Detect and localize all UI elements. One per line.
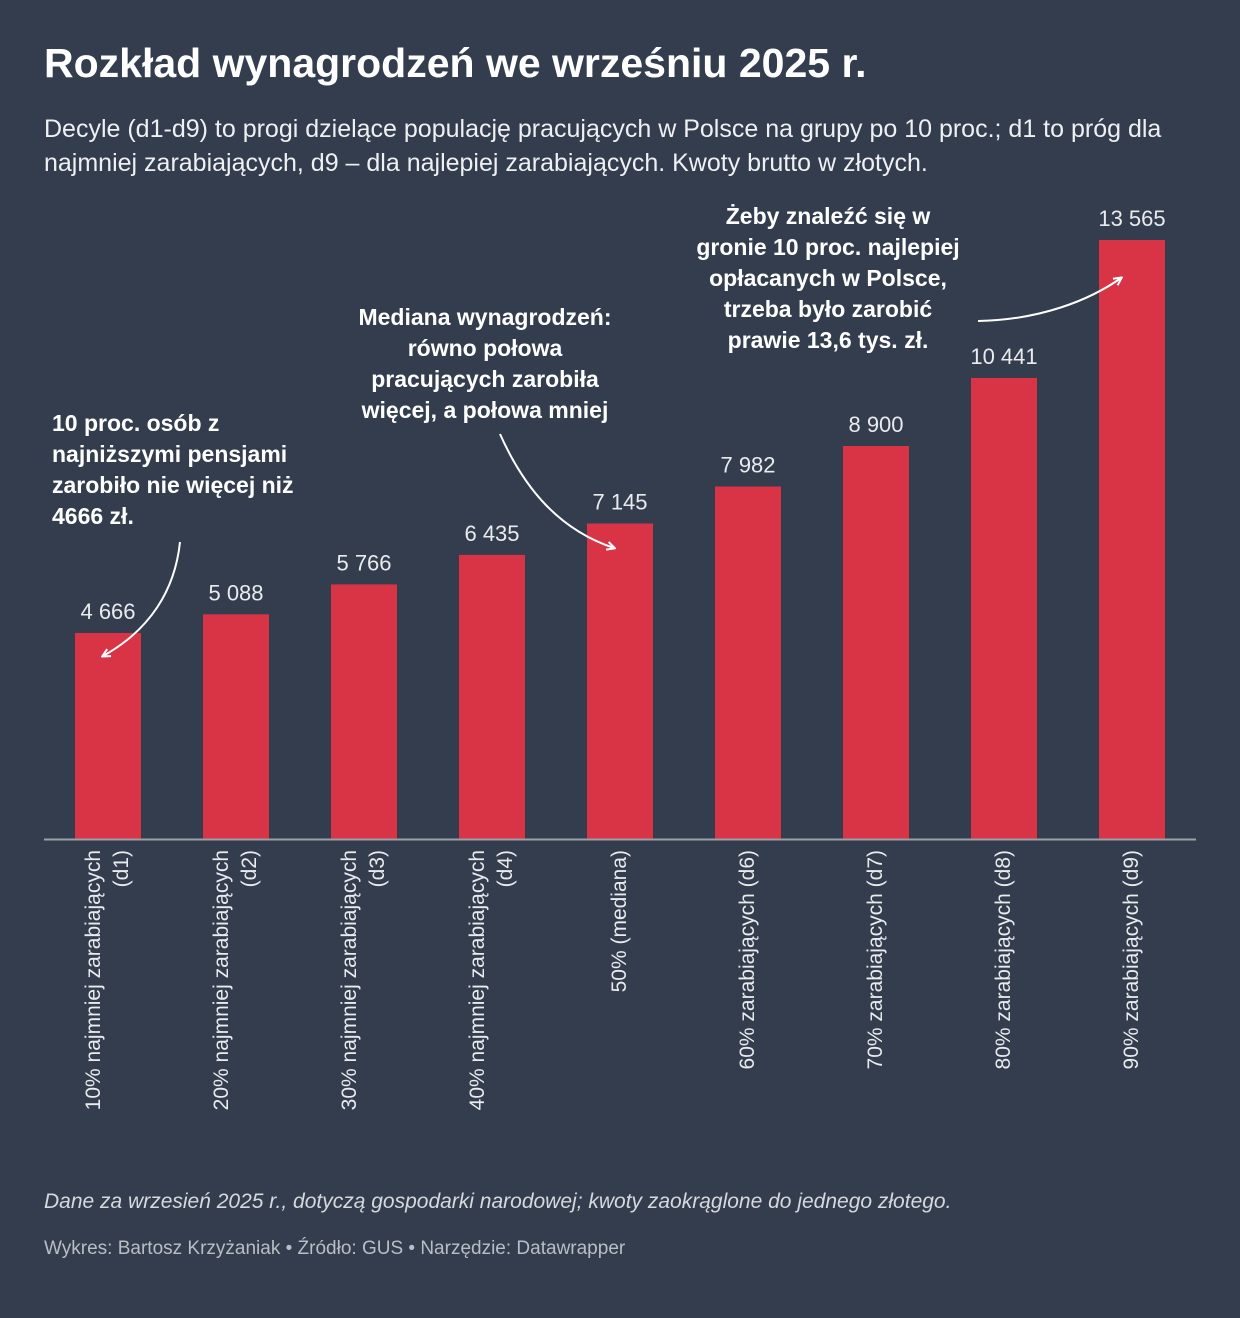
annotation-line: najniższymi pensjami (52, 441, 288, 467)
annotation-line: więcej, a połowa mniej (361, 397, 609, 423)
category-label-d8: 80% zarabiających (d8) (990, 850, 1018, 1170)
category-label-d3: 30% najmniej zarabiających (d3) (336, 850, 392, 1170)
annotation-arrow-median (499, 433, 614, 548)
bar-d9 (1099, 240, 1165, 839)
annotation-arrow-d1 (103, 541, 181, 656)
chart-title: Rozkład wynagrodzeń we wrześniu 2025 r. (44, 40, 867, 86)
credits: Wykres: Bartosz Krzyżaniak • Źródło: GUS… (44, 1238, 626, 1259)
annotation-d9: Żeby znaleźć się w gronie 10 proc. najlep… (668, 201, 988, 356)
annotation-line: pracujących zarobiła (371, 366, 599, 392)
annotation-line: trzeba było zarobić (723, 296, 933, 322)
category-label-line: 90% zarabiających (d9) (1120, 850, 1143, 1070)
value-label-d6: 7 982 (720, 453, 775, 478)
bar-d5 (587, 523, 653, 839)
annotation-line: 10 proc. osób z (52, 410, 220, 436)
footnote: Dane za wrzesień 2025 r., dotyczą gospod… (44, 1190, 952, 1213)
annotation-arrow-d9 (977, 278, 1121, 322)
category-label-line: (d4) (494, 850, 517, 888)
category-label-d7: 70% zarabiających (d7) (862, 850, 890, 1170)
category-label-line: 60% zarabiających (d6) (736, 850, 759, 1070)
category-label-line: (d3) (366, 850, 389, 888)
category-label-line: 40% najmniej zarabiających (466, 850, 489, 1111)
value-label-d2: 5 088 (208, 580, 263, 605)
bar-d2 (203, 614, 269, 839)
annotation-d1: 10 proc. osób z najniższymi pensjami zarob… (52, 408, 294, 532)
category-label-d5: 50% (mediana) (606, 850, 634, 1170)
value-label-d8: 10 441 (970, 344, 1037, 369)
annotation-line: prawie 13,6 tys. zł. (727, 327, 929, 353)
category-label-line: (d1) (110, 850, 133, 888)
category-label-line: 20% najmniej zarabiających (210, 850, 233, 1111)
annotation-line: gronie 10 proc. najlepiej (696, 234, 960, 260)
annotation-line: zarobiło nie więcej niż (52, 472, 294, 498)
bar-d1 (75, 632, 141, 839)
category-label-line: 50% (mediana) (608, 850, 631, 993)
annotation-line: Żeby znaleźć się w (725, 203, 931, 229)
category-label-line: 80% zarabiających (d8) (992, 850, 1015, 1070)
category-label-line: (d2) (238, 850, 261, 888)
annotation-line: opłacanych w Polsce, (709, 265, 947, 291)
category-label-d2: 20% najmniej zarabiających (d2) (208, 850, 264, 1170)
category-label-d1: 10% najmniej zarabiających (d1) (80, 850, 136, 1170)
bar-d6 (715, 486, 781, 839)
annotation-line: równo połowa (407, 335, 563, 361)
annotation-d5: Mediana wynagrodzeń: równo połowa pracując… (330, 302, 640, 426)
value-label-d9: 13 565 (1098, 206, 1165, 231)
bar-d4 (459, 554, 525, 839)
value-label-d5: 7 145 (592, 489, 647, 514)
annotation-line: Mediana wynagrodzeń: (358, 304, 612, 330)
value-label-d1: 4 666 (80, 599, 135, 624)
bar-d7 (843, 445, 909, 839)
category-label-d4: 40% najmniej zarabiających (d4) (464, 850, 520, 1170)
bar-d8 (971, 377, 1037, 839)
category-label-line: 10% najmniej zarabiających (82, 850, 105, 1111)
category-label-line: 70% zarabiających (d7) (864, 850, 887, 1070)
chart-subtitle: Decyle (d1-d9) to progi dzielące populac… (44, 115, 1162, 177)
annotation-line: 4666 zł. (52, 503, 134, 529)
category-label-d6: 60% zarabiających (d6) (734, 850, 762, 1170)
value-label-d3: 5 766 (336, 550, 391, 575)
value-label-d7: 8 900 (848, 412, 903, 437)
category-label-line: 30% najmniej zarabiających (338, 850, 361, 1111)
value-label-d4: 6 435 (464, 521, 519, 546)
bar-d3 (331, 584, 397, 839)
category-label-d9: 90% zarabiających (d9) (1118, 850, 1146, 1170)
